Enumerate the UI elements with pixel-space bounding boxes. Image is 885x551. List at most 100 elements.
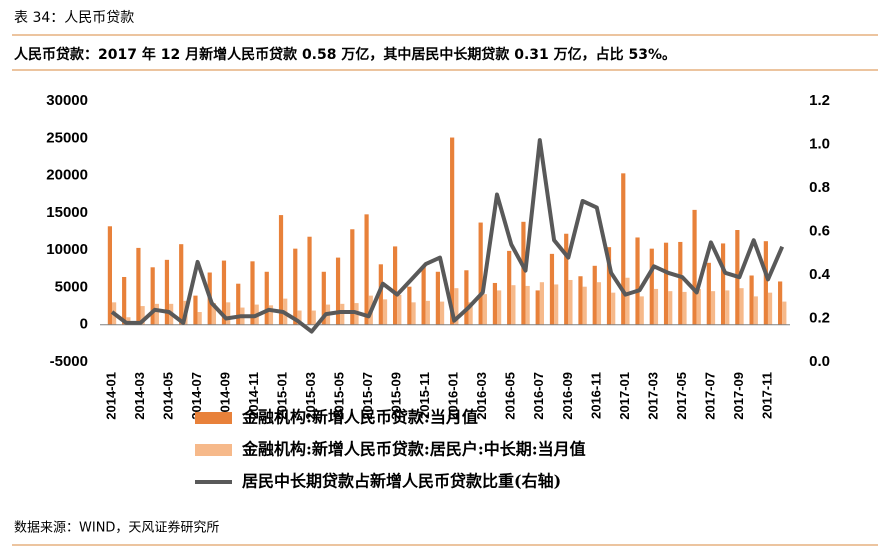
bar: [507, 250, 512, 325]
bar: [350, 229, 355, 325]
bar: [439, 301, 445, 325]
bar: [307, 236, 312, 325]
bar: [378, 264, 383, 325]
y-tick-label: 20000: [46, 167, 88, 184]
y-tick-label: 5000: [55, 278, 88, 295]
bar: [321, 271, 326, 325]
bar: [278, 215, 284, 325]
bar: [464, 270, 469, 325]
bar: [478, 222, 483, 325]
bar: [450, 137, 455, 325]
bar: [535, 290, 540, 325]
bar: [107, 226, 112, 325]
x-tick-label: 2017-07: [702, 372, 717, 420]
bar: [753, 296, 758, 325]
x-tick-label: 2016-03: [474, 372, 489, 420]
x-tick-label: 2015-09: [389, 372, 404, 420]
x-tick-label: 2016-09: [560, 372, 575, 420]
bar: [767, 292, 773, 325]
bar: [749, 275, 754, 325]
x-tick-label: 2016-11: [588, 372, 603, 419]
bar: [397, 294, 402, 325]
bar: [497, 290, 502, 325]
x-tick-label: 2017-09: [731, 372, 746, 420]
bar: [311, 310, 316, 325]
bar: [621, 173, 626, 325]
bar: [782, 301, 787, 325]
bar: [564, 233, 569, 325]
x-tick-label: 2017-01: [617, 372, 632, 420]
bar: [653, 288, 659, 325]
x-tick-label: 2016-05: [503, 372, 518, 420]
bar: [606, 247, 612, 325]
y2-tick-label: 0.0: [809, 353, 830, 370]
legend-label: 金融机构:新增人民币贷款:居民户:中长期:当月值: [241, 440, 586, 459]
y-tick-label: -5000: [50, 353, 88, 370]
bar: [763, 241, 768, 325]
bar: [511, 285, 516, 325]
x-tick-label: 2015-03: [303, 372, 318, 420]
bar: [596, 282, 602, 325]
bar: [739, 288, 744, 325]
x-tick-label: 2014-09: [218, 372, 233, 420]
bar: [706, 262, 711, 325]
bar: [725, 290, 730, 325]
bar: [521, 221, 526, 325]
x-tick-label: 2017-03: [645, 372, 660, 420]
source-note: 数据来源：WIND，天风证券研究所: [14, 520, 219, 536]
y-tick-label: 10000: [46, 241, 88, 258]
legend-swatch: [195, 444, 232, 456]
bar: [425, 300, 430, 325]
x-tick-label: 2014-03: [132, 372, 147, 420]
bar: [136, 247, 141, 325]
bar: [696, 288, 701, 325]
bar: [454, 288, 459, 325]
legend-label: 金融机构:新增人民币贷款:当月值: [241, 408, 478, 427]
bar: [268, 305, 274, 325]
bar: [554, 284, 559, 325]
bar: [407, 286, 412, 325]
legend-label: 居民中长期贷款占新增人民币贷款比重(右轴): [242, 472, 561, 491]
bar: [468, 302, 473, 325]
bar: [297, 310, 302, 325]
bar: [421, 265, 426, 325]
x-tick-label: 2015-07: [360, 372, 375, 420]
y-tick-label: 25000: [46, 129, 88, 146]
bar: [154, 303, 159, 325]
x-tick-label: 2015-01: [275, 372, 290, 420]
y2-tick-label: 0.8: [809, 179, 830, 196]
bar: [382, 299, 388, 325]
bar: [393, 246, 398, 325]
bar: [525, 285, 530, 325]
bar: [264, 271, 269, 325]
bar: [226, 302, 231, 325]
x-tick-label: 2015-05: [332, 372, 347, 420]
bar: [539, 282, 544, 325]
chart-subtitle: 人民币贷款：2017 年 12 月新增人民币贷款 0.58 万亿，其中居民中长期…: [14, 46, 676, 63]
x-tick-label: 2014-01: [103, 372, 118, 420]
x-tick-label: 2014-07: [189, 372, 204, 420]
x-tick-label: 2014-11: [246, 372, 261, 419]
bar: [364, 214, 369, 325]
bar: [335, 257, 341, 325]
bar: [211, 303, 217, 325]
bar: [649, 248, 654, 325]
bar: [164, 259, 170, 325]
x-tick-label: 2016-01: [446, 372, 461, 420]
bar: [611, 292, 616, 325]
bar: [568, 279, 573, 325]
bar: [492, 282, 498, 325]
bar: [122, 276, 127, 325]
bar: [221, 260, 227, 325]
bar: [663, 242, 669, 325]
bar: [250, 261, 255, 325]
y2-tick-label: 0.2: [809, 309, 830, 326]
bar: [193, 295, 198, 325]
bar: [625, 277, 630, 325]
line-series: [110, 138, 785, 334]
x-tick-label: 2017-11: [759, 372, 774, 419]
bar: [140, 306, 145, 325]
bar: [435, 271, 440, 325]
x-tick-label: 2014-05: [160, 372, 175, 420]
